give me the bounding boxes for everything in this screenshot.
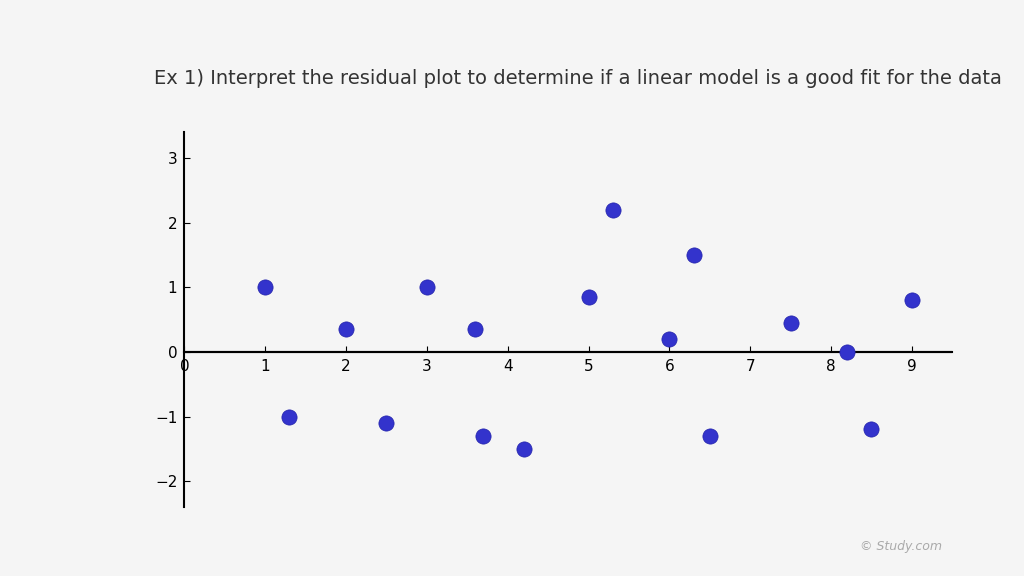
Point — [863, 425, 880, 434]
Point — [581, 293, 597, 302]
Point — [378, 418, 394, 427]
Point — [604, 205, 621, 214]
Point — [839, 347, 855, 357]
Point — [257, 283, 273, 292]
Point — [701, 431, 718, 441]
Point — [516, 444, 532, 453]
Point — [685, 251, 701, 260]
Text: © Study.com: © Study.com — [860, 540, 942, 553]
Point — [467, 325, 483, 334]
Point — [338, 325, 354, 334]
Point — [282, 412, 298, 421]
Point — [662, 335, 678, 344]
Point — [782, 319, 799, 328]
Text: Ex 1) Interpret the residual plot to determine if a linear model is a good fit f: Ex 1) Interpret the residual plot to det… — [154, 69, 1001, 88]
Point — [419, 283, 435, 292]
Point — [904, 295, 921, 305]
Point — [475, 431, 492, 441]
